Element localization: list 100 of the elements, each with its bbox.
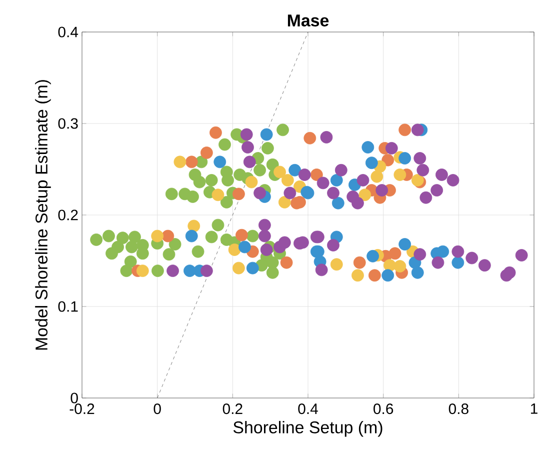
point: [260, 244, 273, 256]
point: [116, 232, 129, 244]
point: [232, 188, 245, 200]
point: [370, 170, 384, 183]
point: [200, 264, 213, 278]
point: [310, 168, 323, 181]
point: [327, 238, 340, 252]
point: [112, 240, 124, 254]
point: [242, 141, 254, 154]
point: [466, 252, 478, 264]
point: [515, 249, 528, 262]
x-tick-label: 0.2: [222, 404, 242, 414]
point: [212, 188, 224, 202]
point: [284, 186, 296, 200]
x-tick-label: 0.8: [448, 404, 468, 414]
point: [362, 141, 374, 154]
x-tick-label: -0.2: [70, 404, 94, 414]
point: [126, 240, 138, 254]
point: [365, 156, 378, 170]
point: [236, 228, 248, 242]
point: [316, 176, 330, 190]
y-tick-label: 0.1: [58, 301, 78, 312]
point: [353, 256, 366, 269]
point: [394, 260, 406, 272]
point: [188, 220, 200, 232]
point: [243, 156, 256, 168]
point: [432, 256, 444, 269]
point: [274, 166, 286, 178]
point: [214, 156, 226, 168]
point: [254, 186, 266, 200]
point: [394, 168, 406, 181]
point: [398, 152, 412, 164]
point: [452, 245, 464, 258]
point: [384, 259, 396, 272]
point: [503, 266, 516, 279]
point: [398, 238, 412, 250]
point: [278, 196, 291, 208]
point: [436, 245, 450, 258]
point: [212, 218, 224, 232]
point: [385, 142, 398, 154]
point: [358, 188, 372, 202]
point: [288, 164, 302, 176]
point: [162, 248, 176, 261]
point: [330, 258, 343, 271]
point: [276, 124, 289, 136]
point: [165, 188, 178, 200]
point: [266, 266, 279, 279]
x-axis-title: Shoreline Setup (m): [233, 420, 382, 437]
point: [320, 131, 333, 144]
point: [90, 234, 103, 246]
point: [420, 191, 432, 204]
point: [414, 152, 426, 164]
point: [128, 230, 141, 244]
point: [205, 230, 218, 244]
point: [120, 264, 133, 278]
chart-title: Mase: [288, 14, 329, 26]
point: [356, 174, 370, 186]
point: [334, 164, 348, 176]
point: [200, 146, 213, 159]
point: [193, 176, 206, 188]
x-tick-label: 0: [154, 404, 161, 414]
point: [332, 196, 344, 210]
point: [258, 218, 271, 232]
point: [254, 164, 266, 176]
point: [382, 269, 394, 282]
point: [262, 142, 274, 154]
point: [330, 174, 343, 186]
point: [232, 262, 245, 274]
point: [304, 132, 316, 144]
point: [411, 266, 424, 279]
point: [185, 230, 198, 242]
point: [411, 124, 424, 136]
point: [246, 262, 259, 274]
point: [168, 238, 182, 250]
x-tick-label: 1: [530, 404, 538, 414]
point: [185, 156, 198, 168]
point: [352, 269, 364, 282]
point: [414, 248, 426, 261]
point: [238, 240, 251, 254]
point: [315, 264, 328, 276]
point: [278, 236, 291, 249]
point: [102, 230, 115, 242]
point: [205, 174, 218, 186]
point: [258, 230, 271, 242]
point: [151, 230, 164, 242]
point: [166, 264, 179, 278]
point: [192, 245, 204, 258]
y-axis-title: Model Shoreline Setup Estimate (m): [35, 80, 51, 350]
point: [416, 164, 430, 176]
point: [222, 174, 234, 186]
point: [452, 256, 464, 269]
point: [430, 184, 444, 196]
point: [210, 126, 222, 139]
y-tick-label: 0.4: [58, 26, 78, 38]
point: [298, 168, 311, 181]
point: [281, 174, 294, 186]
point: [174, 156, 186, 168]
y-tick-label: 0: [70, 392, 78, 404]
point: [218, 138, 231, 151]
point: [446, 174, 460, 186]
